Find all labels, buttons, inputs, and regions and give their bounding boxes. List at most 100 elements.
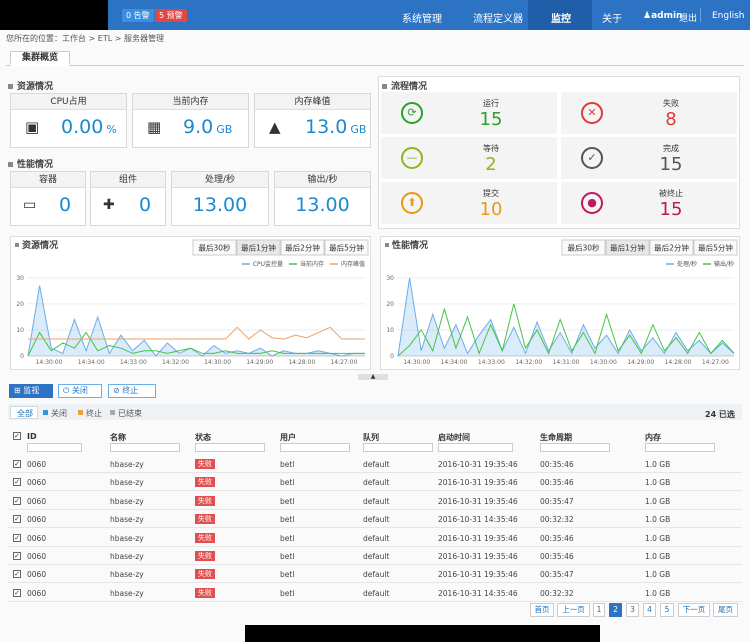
column-filter[interactable] <box>363 443 433 452</box>
range-button[interactable] <box>649 239 694 256</box>
checkbox[interactable]: ✓ <box>13 533 21 542</box>
legend-label: 内存峰值 <box>341 260 365 268</box>
series-area <box>398 277 734 356</box>
section-title: 流程情况 <box>382 79 427 92</box>
column-filter[interactable] <box>195 443 265 452</box>
checkbox[interactable]: ✓ <box>13 515 21 524</box>
badge[interactable]: 0 告警 <box>122 9 154 22</box>
range-button[interactable] <box>693 239 738 256</box>
x-tick-label: 14:27:00 <box>330 359 357 366</box>
page-button[interactable]: 首页 <box>530 603 554 617</box>
legend-label: 输出/秒 <box>714 260 734 268</box>
range-button[interactable] <box>561 239 606 256</box>
tab[interactable]: 集群概览 <box>10 51 70 66</box>
lang[interactable]: English <box>712 11 745 21</box>
column-filter[interactable] <box>110 443 180 452</box>
checkbox[interactable]: ✓ <box>13 588 21 597</box>
page-button[interactable]: 下一页 <box>678 603 710 617</box>
range-button[interactable] <box>192 239 237 256</box>
toolbar-button[interactable]: ⊞ 监视 <box>9 384 53 398</box>
user[interactable]: ♟admin <box>643 11 683 21</box>
section-title: 资源情况 <box>8 79 53 92</box>
card-label: 输出/秒 <box>275 172 370 188</box>
range-button[interactable] <box>236 239 281 256</box>
y-tick-label: 0 <box>20 353 24 360</box>
page-button[interactable]: 3 <box>626 603 639 617</box>
page-button[interactable]: 上一页 <box>557 603 590 617</box>
logout[interactable]: 退出 <box>679 14 698 24</box>
toolbar-button[interactable]: ⏻ 关闭 <box>58 384 102 398</box>
page-button[interactable]: 2 <box>609 603 622 617</box>
range-button[interactable] <box>324 239 369 256</box>
filter[interactable]: 全部 <box>17 409 33 418</box>
cell: betl <box>280 460 295 469</box>
page-button[interactable]: 4 <box>643 603 656 617</box>
range-button-label[interactable]: 最后5分钟 <box>698 243 733 253</box>
filter-swatch <box>43 410 48 415</box>
checkbox[interactable]: ✓ <box>13 432 21 440</box>
card-label: 容器 <box>11 172 85 188</box>
metric-card: 组件 ✚ 0 <box>90 171 166 226</box>
range-button-label[interactable]: 最后1分钟 <box>241 243 276 253</box>
nav-item[interactable]: 流程定义器 <box>473 14 523 25</box>
checkbox[interactable]: ✓ <box>13 570 21 579</box>
metric-card: 处理/秒 13.00 <box>171 171 269 226</box>
card-icon: ▭ <box>23 197 37 213</box>
user-name[interactable]: admin <box>651 11 683 21</box>
column-filter[interactable] <box>540 443 610 452</box>
filter[interactable]: 已结束 <box>118 409 142 418</box>
range-button-label[interactable]: 最后1分钟 <box>610 243 645 253</box>
chart-title: 资源情况 <box>22 239 58 251</box>
cell: 0060 <box>27 533 47 543</box>
flow-value: 15 <box>659 154 683 175</box>
checkbox[interactable]: ✓ <box>13 460 21 468</box>
unit: % <box>106 123 117 136</box>
x-tick-label: 14:29:00 <box>246 359 273 366</box>
filter[interactable]: 终止 <box>86 409 102 418</box>
button-label[interactable]: 终止 <box>122 386 139 395</box>
checkbox[interactable]: ✓ <box>13 478 21 487</box>
series-line <box>27 331 365 357</box>
card-label: CPU占用 <box>11 94 126 110</box>
cell: betl <box>280 496 295 506</box>
range-button-label[interactable]: 最后5分钟 <box>329 243 364 253</box>
range-button[interactable] <box>280 239 325 256</box>
metric-card: 内存峰值 ▲ 13.0 GB <box>254 93 371 148</box>
checkbox[interactable]: ✓ <box>13 496 21 505</box>
button-label[interactable]: 监视 <box>23 386 40 395</box>
range-button-label[interactable]: 最后2分钟 <box>285 243 320 253</box>
nav-item[interactable]: 关于 <box>602 14 622 25</box>
collapse-handle[interactable]: ▲ <box>358 374 388 380</box>
page-button[interactable]: 5 <box>660 603 674 617</box>
cell: 0060 <box>27 478 47 488</box>
column-filter[interactable] <box>280 443 350 452</box>
range-button-label[interactable]: 最后30秒 <box>567 243 600 253</box>
value: 13.0 <box>305 116 348 138</box>
page-button[interactable]: 1 <box>593 603 605 617</box>
column-header: 生命周期 <box>540 433 572 442</box>
cell: hbase-zy <box>110 552 144 561</box>
range-button-label[interactable]: 最后30秒 <box>198 243 231 253</box>
column-filter[interactable] <box>438 443 513 452</box>
flow-label: 完成 <box>663 144 679 153</box>
nav-item[interactable]: 监控 <box>551 14 571 25</box>
column-filter[interactable] <box>645 443 715 452</box>
toolbar-button[interactable]: ⊘ 终止 <box>108 384 156 398</box>
page-button[interactable]: 尾页 <box>713 603 738 617</box>
cell: 2016-10-31 14:35:46 <box>438 588 518 598</box>
filter[interactable]: 关闭 <box>51 409 67 418</box>
badge[interactable]: 5 预警 <box>155 9 187 22</box>
cell: 2016-10-31 19:35:46 <box>438 478 518 488</box>
legend-label: 处理/秒 <box>677 260 697 268</box>
cell: 0060 <box>27 515 47 525</box>
nav-item[interactable]: 系统管理 <box>402 14 442 25</box>
range-button-label[interactable]: 最后2分钟 <box>654 243 689 253</box>
cell: 00:35:46 <box>540 552 574 561</box>
checkbox[interactable]: ✓ <box>13 552 21 560</box>
y-tick-label: 10 <box>16 327 24 334</box>
cell: betl <box>280 570 295 580</box>
button-label[interactable]: 关闭 <box>71 386 88 395</box>
range-button[interactable] <box>605 239 650 256</box>
flow-value: 2 <box>485 154 497 175</box>
column-filter[interactable] <box>27 443 82 452</box>
